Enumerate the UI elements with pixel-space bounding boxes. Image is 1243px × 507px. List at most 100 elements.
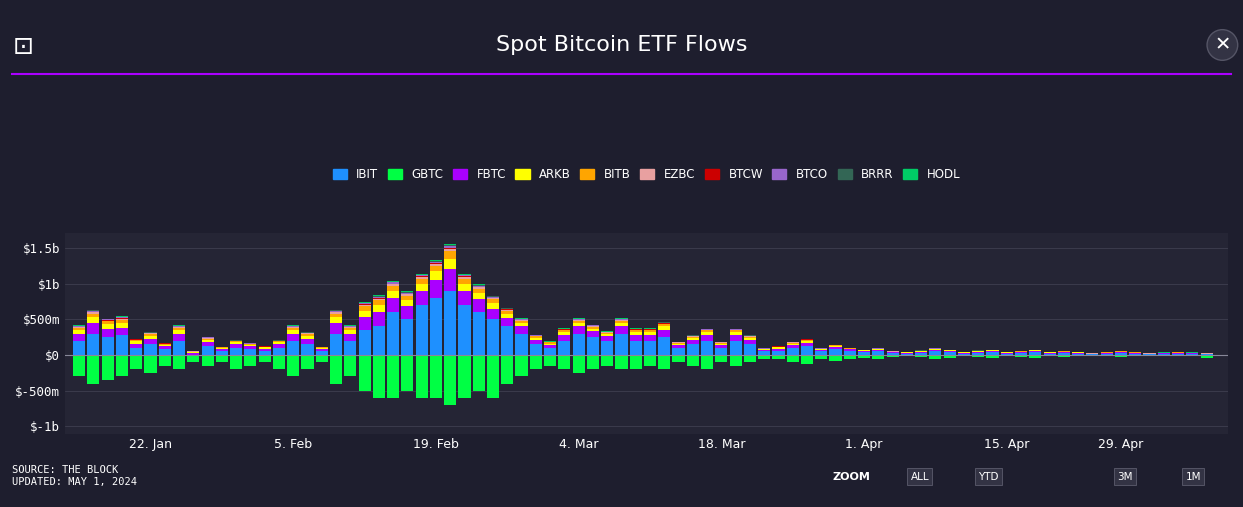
Bar: [387, 283, 399, 284]
Bar: [501, 313, 513, 318]
Bar: [886, 352, 899, 353]
Bar: [444, 244, 456, 245]
Bar: [544, 355, 556, 366]
Bar: [329, 355, 342, 384]
Bar: [273, 341, 285, 342]
Bar: [287, 327, 300, 328]
Bar: [144, 336, 157, 339]
Bar: [743, 355, 756, 362]
Bar: [459, 277, 471, 278]
Bar: [1001, 353, 1013, 355]
Bar: [401, 292, 414, 293]
Bar: [301, 336, 313, 339]
Bar: [686, 344, 699, 355]
Bar: [1186, 355, 1198, 356]
Bar: [131, 341, 142, 344]
Bar: [659, 322, 670, 323]
Bar: [401, 306, 414, 319]
Bar: [1029, 351, 1042, 352]
Bar: [1186, 353, 1198, 354]
Bar: [358, 355, 370, 391]
Bar: [344, 330, 357, 334]
Bar: [1201, 354, 1213, 355]
Bar: [102, 324, 114, 329]
Bar: [1186, 354, 1198, 355]
Bar: [273, 344, 285, 348]
Bar: [245, 349, 256, 355]
Bar: [772, 355, 784, 359]
Bar: [373, 305, 385, 312]
Bar: [173, 327, 185, 328]
Bar: [1086, 355, 1099, 356]
Bar: [1157, 354, 1170, 355]
Bar: [472, 288, 485, 293]
Bar: [672, 344, 685, 345]
Bar: [116, 355, 128, 376]
Bar: [415, 276, 428, 277]
Bar: [915, 352, 927, 353]
Bar: [930, 350, 941, 351]
Bar: [558, 330, 571, 331]
Bar: [858, 351, 870, 352]
Bar: [287, 326, 300, 327]
Bar: [459, 274, 471, 275]
Bar: [401, 319, 414, 355]
Bar: [459, 305, 471, 355]
Bar: [444, 251, 456, 259]
Bar: [630, 335, 641, 341]
Bar: [287, 341, 300, 355]
Bar: [387, 291, 399, 298]
Bar: [915, 355, 927, 357]
Bar: [444, 259, 456, 269]
Bar: [387, 298, 399, 312]
Bar: [630, 341, 641, 355]
Bar: [743, 340, 756, 344]
Bar: [1029, 355, 1042, 358]
Bar: [358, 317, 370, 330]
Bar: [401, 293, 414, 294]
Bar: [387, 285, 399, 291]
Bar: [344, 341, 357, 355]
Bar: [1029, 352, 1042, 355]
Bar: [201, 355, 214, 366]
Bar: [858, 350, 870, 351]
Bar: [615, 355, 628, 369]
Bar: [373, 296, 385, 297]
Bar: [230, 344, 242, 348]
Bar: [301, 339, 313, 344]
Bar: [787, 344, 799, 345]
Bar: [829, 347, 842, 349]
Bar: [943, 351, 956, 352]
Bar: [287, 330, 300, 334]
Bar: [287, 355, 300, 376]
Bar: [701, 330, 713, 331]
Bar: [701, 331, 713, 332]
Bar: [1100, 355, 1112, 356]
Bar: [972, 352, 984, 353]
Bar: [516, 323, 527, 327]
Bar: [701, 341, 713, 355]
Bar: [131, 348, 142, 355]
Bar: [886, 355, 899, 357]
Bar: [173, 326, 185, 327]
Bar: [344, 328, 357, 330]
Bar: [573, 323, 584, 327]
Bar: [259, 347, 271, 348]
Bar: [943, 350, 956, 351]
Bar: [715, 344, 727, 345]
Bar: [715, 355, 727, 362]
Bar: [930, 349, 941, 350]
Bar: [587, 327, 599, 329]
Bar: [672, 345, 685, 348]
Bar: [873, 349, 885, 350]
Bar: [301, 355, 313, 369]
Bar: [602, 341, 613, 355]
Bar: [472, 299, 485, 312]
Bar: [530, 344, 542, 355]
Text: YTD: YTD: [978, 472, 998, 482]
Bar: [401, 295, 414, 296]
Bar: [644, 355, 656, 366]
Bar: [1100, 353, 1112, 355]
Bar: [701, 332, 713, 335]
Bar: [329, 313, 342, 317]
